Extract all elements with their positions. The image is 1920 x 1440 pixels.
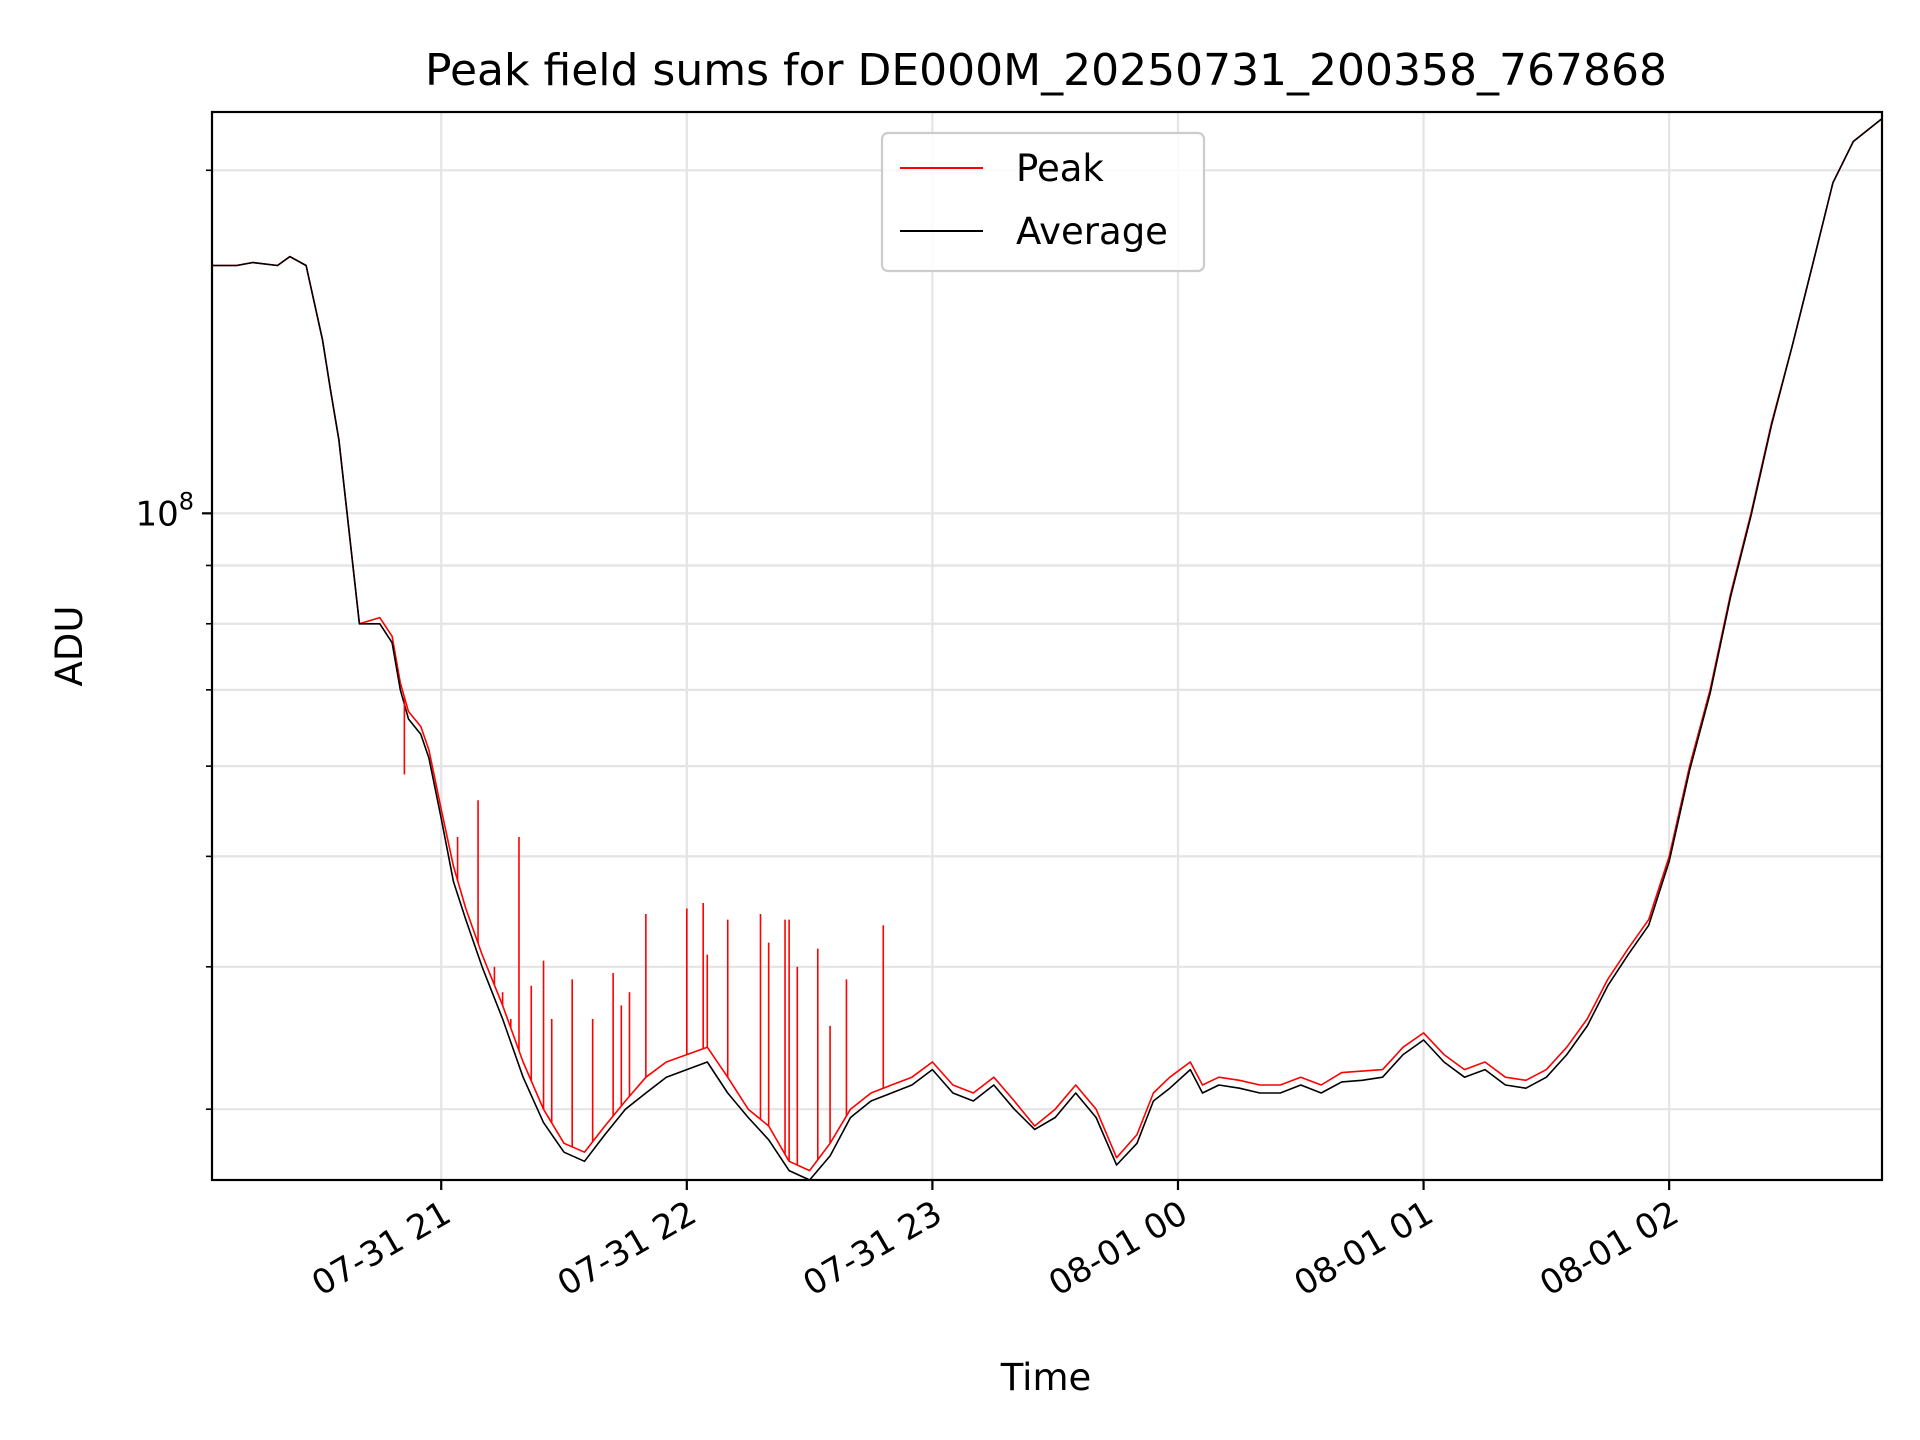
series-line-average — [212, 117, 1883, 1181]
legend-label-peak: Peak — [1016, 147, 1104, 190]
chart-title: Peak field sums for DE000M_20250731_2003… — [425, 45, 1667, 96]
y-tick-label-0: 108 — [135, 487, 194, 534]
series-line-peak — [212, 117, 1883, 1172]
legend: Peak Average — [880, 131, 1206, 273]
y-axis-label: ADU — [48, 606, 91, 687]
plot-frame — [210, 110, 1884, 1182]
legend-label-average: Average — [1016, 210, 1168, 253]
y-axis-ticks: 108 — [135, 169, 212, 1110]
x-axis-label: Time — [1000, 1356, 1092, 1399]
series-lines — [212, 117, 1883, 1181]
